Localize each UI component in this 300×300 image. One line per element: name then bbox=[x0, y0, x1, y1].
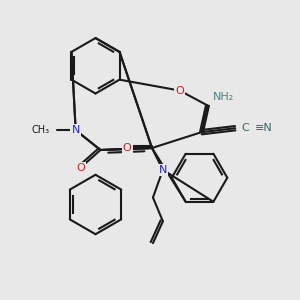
Text: C: C bbox=[241, 123, 249, 133]
Text: N: N bbox=[71, 125, 80, 135]
Text: NH₂: NH₂ bbox=[213, 92, 234, 103]
Text: O: O bbox=[76, 163, 85, 173]
Text: CH₃: CH₃ bbox=[32, 125, 50, 135]
Text: N: N bbox=[159, 165, 167, 175]
Text: ≡N: ≡N bbox=[255, 123, 273, 133]
Text: O: O bbox=[123, 143, 132, 153]
Text: O: O bbox=[175, 85, 184, 96]
